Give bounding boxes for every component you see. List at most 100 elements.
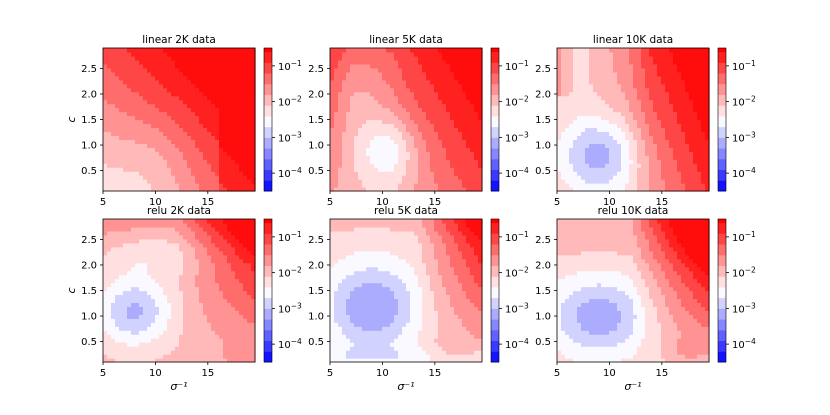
heat-cell: [418, 75, 423, 81]
heat-cell: [131, 115, 136, 121]
heat-cell: [466, 99, 471, 105]
heat-cell: [581, 143, 586, 148]
heat-cell: [641, 79, 646, 85]
heat-cell: [135, 55, 140, 61]
heat-cell: [239, 143, 244, 148]
heat-cell: [358, 143, 363, 148]
heat-cell: [577, 55, 582, 61]
heat-cell: [629, 71, 634, 77]
heat-cell: [107, 354, 112, 359]
heat-cell: [155, 75, 160, 81]
heat-cell: [478, 75, 483, 81]
heat-cell: [557, 123, 562, 129]
heat-cell: [573, 67, 578, 73]
heat-cell: [370, 75, 375, 81]
heat-cell: [183, 246, 188, 252]
x-tick-label: 15: [655, 197, 668, 208]
heat-cell: [386, 83, 391, 89]
heat-cell: [697, 183, 702, 188]
heat-cell: [641, 75, 646, 81]
heat-cell: [231, 167, 236, 172]
heat-cell: [167, 314, 172, 319]
heat-cell: [418, 175, 423, 180]
heat-cell: [191, 48, 196, 53]
colorbar-band: [718, 169, 726, 181]
heat-cell: [573, 175, 578, 180]
heat-cell: [147, 155, 152, 160]
heat-cell: [239, 155, 244, 160]
heat-cell: [681, 111, 686, 117]
heat-cell: [207, 95, 212, 101]
heat-cell: [665, 151, 670, 156]
heat-cell: [143, 79, 148, 85]
heat-cell: [354, 99, 359, 105]
heat-cell: [593, 95, 598, 101]
heat-cell: [689, 59, 694, 65]
heat-cell: [378, 91, 383, 97]
heat-cell: [247, 175, 252, 180]
heat-cell: [203, 48, 208, 53]
heat-cell: [665, 75, 670, 81]
heat-cell: [183, 219, 188, 224]
heat-cell: [103, 115, 108, 121]
heat-cell: [215, 171, 220, 176]
heat-cell: [199, 183, 204, 188]
heat-cell: [637, 115, 642, 121]
heat-cell: [107, 143, 112, 148]
heat-cell: [573, 51, 578, 57]
heat-cell: [565, 67, 570, 73]
heat-cell: [151, 302, 156, 307]
heat-cell: [227, 95, 232, 101]
heat-cell: [705, 183, 710, 188]
heat-cell: [418, 119, 423, 125]
heat-cell: [127, 262, 132, 268]
heat-cell: [171, 234, 176, 240]
heat-cell: [705, 71, 710, 77]
heat-cell: [446, 83, 451, 89]
heat-cell: [470, 123, 475, 129]
heat-cell: [398, 99, 403, 105]
heat-cell: [657, 63, 662, 69]
heat-cell: [123, 91, 128, 97]
heat-cell: [203, 131, 208, 136]
heat-cell: [593, 87, 598, 93]
heat-cell: [394, 119, 399, 125]
heat-cell: [701, 167, 706, 172]
heat-cell: [155, 48, 160, 53]
heat-cell: [458, 91, 463, 97]
heat-cell: [366, 175, 371, 180]
heat-cell: [466, 143, 471, 148]
heat-cell: [641, 71, 646, 77]
heat-cell: [155, 334, 160, 339]
heat-cell: [215, 55, 220, 61]
heat-cell: [557, 91, 562, 97]
heat-cell: [139, 48, 144, 53]
heat-cell: [581, 48, 586, 53]
heat-cell: [115, 266, 120, 272]
heat-cell: [637, 147, 642, 152]
heat-cell: [231, 119, 236, 125]
heat-cell: [119, 123, 124, 129]
heat-cell: [402, 51, 407, 57]
heat-cell: [179, 282, 184, 288]
heat-cell: [179, 48, 184, 53]
heat-cell: [470, 171, 475, 176]
heat-cell: [111, 282, 116, 288]
heat-cell: [458, 163, 463, 168]
heat-cell: [171, 318, 176, 323]
heat-cell: [370, 119, 375, 125]
heat-cell: [127, 334, 132, 339]
heat-cell: [577, 171, 582, 176]
heat-cell: [617, 55, 622, 61]
heat-cell: [111, 48, 116, 53]
heat-cell: [629, 55, 634, 61]
heat-cell: [450, 91, 455, 97]
heat-cell: [167, 63, 172, 69]
heat-cell: [239, 79, 244, 85]
heat-cell: [450, 87, 455, 93]
heat-cell: [685, 159, 690, 164]
heat-cell: [665, 71, 670, 77]
heat-cell: [135, 310, 140, 315]
heat-cell: [127, 111, 132, 117]
